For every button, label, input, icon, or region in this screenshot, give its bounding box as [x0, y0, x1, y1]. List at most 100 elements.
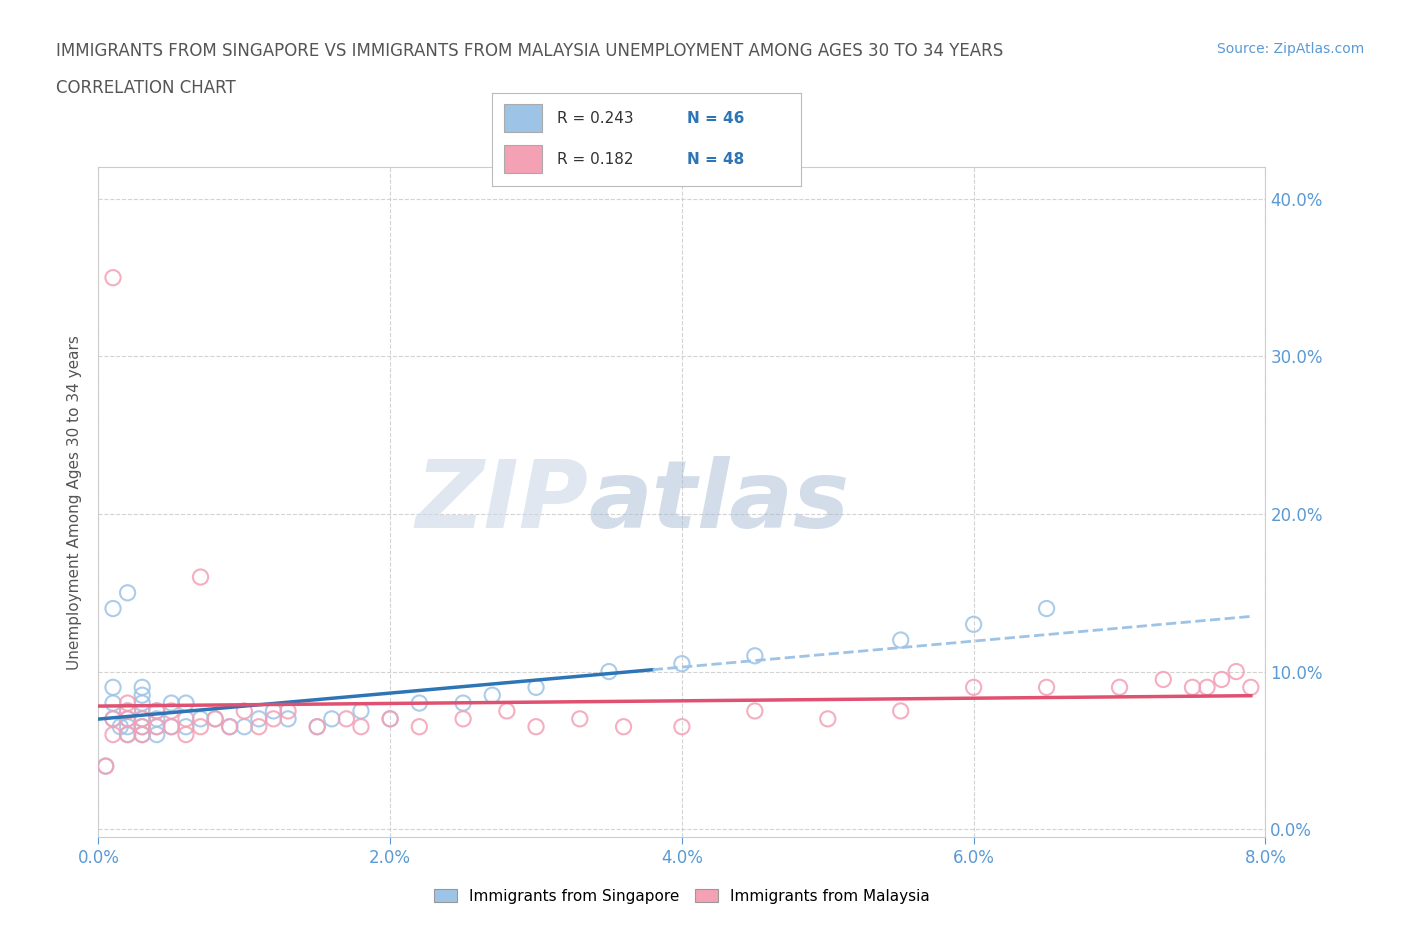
Point — [408, 696, 430, 711]
Point — [524, 680, 547, 695]
Point — [1108, 680, 1130, 695]
Point — [174, 696, 197, 711]
Point — [101, 711, 124, 726]
Point — [101, 271, 124, 286]
Point — [204, 711, 226, 726]
Text: N = 48: N = 48 — [688, 152, 744, 166]
Point — [1195, 680, 1218, 695]
Point — [131, 680, 153, 695]
Point — [190, 719, 212, 734]
Point — [307, 719, 329, 734]
Point — [117, 703, 139, 718]
Point — [117, 711, 139, 726]
Point — [146, 719, 169, 734]
Point — [262, 703, 284, 718]
Legend: Immigrants from Singapore, Immigrants from Malaysia: Immigrants from Singapore, Immigrants fr… — [427, 883, 936, 910]
Point — [160, 719, 183, 734]
Point — [117, 696, 139, 711]
Point — [481, 688, 503, 703]
Point — [962, 617, 984, 631]
Point — [146, 703, 169, 718]
Point — [131, 711, 153, 726]
Point — [94, 759, 117, 774]
Point — [262, 711, 284, 726]
Point — [671, 657, 693, 671]
Point — [451, 696, 474, 711]
Point — [1225, 664, 1247, 679]
Point — [174, 719, 197, 734]
Point — [174, 711, 197, 726]
Text: R = 0.182: R = 0.182 — [557, 152, 634, 166]
Point — [174, 727, 197, 742]
Point — [817, 711, 839, 726]
Point — [277, 703, 299, 718]
Point — [335, 711, 357, 726]
Point — [117, 727, 139, 742]
Point — [962, 680, 984, 695]
Point — [1035, 680, 1057, 695]
Point — [350, 703, 373, 718]
Point — [101, 696, 124, 711]
Point — [101, 711, 124, 726]
Point — [146, 727, 169, 742]
Y-axis label: Unemployment Among Ages 30 to 34 years: Unemployment Among Ages 30 to 34 years — [67, 335, 83, 670]
Point — [598, 664, 620, 679]
Point — [160, 703, 183, 718]
Point — [146, 719, 169, 734]
Point — [496, 703, 519, 718]
Point — [218, 719, 240, 734]
Text: N = 46: N = 46 — [688, 111, 744, 126]
Point — [117, 711, 139, 726]
Point — [204, 711, 226, 726]
Bar — [505, 104, 541, 132]
Point — [117, 703, 139, 718]
Point — [117, 727, 139, 742]
Point — [131, 696, 153, 711]
Point — [131, 727, 153, 742]
Text: Source: ZipAtlas.com: Source: ZipAtlas.com — [1216, 42, 1364, 56]
Point — [117, 585, 139, 600]
Point — [1152, 672, 1174, 687]
Text: R = 0.243: R = 0.243 — [557, 111, 634, 126]
Point — [1035, 601, 1057, 616]
Point — [131, 727, 153, 742]
Point — [408, 719, 430, 734]
Point — [1240, 680, 1263, 695]
Point — [101, 680, 124, 695]
Point — [744, 648, 766, 663]
Point — [612, 719, 634, 734]
Point — [890, 703, 912, 718]
Point — [890, 632, 912, 647]
Bar — [505, 145, 541, 173]
Point — [131, 711, 153, 726]
Point — [350, 719, 373, 734]
Text: IMMIGRANTS FROM SINGAPORE VS IMMIGRANTS FROM MALAYSIA UNEMPLOYMENT AMONG AGES 30: IMMIGRANTS FROM SINGAPORE VS IMMIGRANTS … — [56, 42, 1004, 60]
Point — [1211, 672, 1233, 687]
Point — [307, 719, 329, 734]
Point — [101, 601, 124, 616]
Point — [277, 711, 299, 726]
Point — [160, 719, 183, 734]
Point — [671, 719, 693, 734]
Point — [94, 759, 117, 774]
Point — [190, 711, 212, 726]
Point — [101, 727, 124, 742]
Point — [233, 719, 256, 734]
Point — [321, 711, 343, 726]
Point — [378, 711, 402, 726]
Point — [131, 688, 153, 703]
Point — [451, 711, 474, 726]
Point — [1181, 680, 1204, 695]
Point — [568, 711, 591, 726]
Point — [131, 719, 153, 734]
Point — [524, 719, 547, 734]
Text: atlas: atlas — [589, 457, 849, 548]
Point — [146, 703, 169, 718]
Point — [190, 569, 212, 584]
Point — [233, 703, 256, 718]
Point — [131, 719, 153, 734]
Point — [110, 719, 132, 734]
Point — [378, 711, 402, 726]
Point — [744, 703, 766, 718]
Point — [160, 696, 183, 711]
